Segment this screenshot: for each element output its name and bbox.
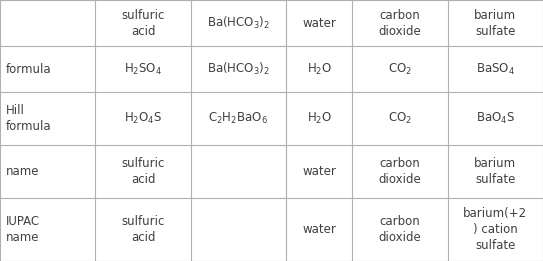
Text: sulfuric
acid: sulfuric acid <box>121 9 165 38</box>
Text: water: water <box>302 223 336 236</box>
Text: barium(+2
) cation
sulfate: barium(+2 ) cation sulfate <box>463 207 527 252</box>
Text: Ba(HCO$_3$)$_2$: Ba(HCO$_3$)$_2$ <box>207 61 270 78</box>
Text: H$_2$SO$_4$: H$_2$SO$_4$ <box>124 62 162 77</box>
Text: H$_2$O: H$_2$O <box>307 62 332 77</box>
Text: BaSO$_4$: BaSO$_4$ <box>476 62 515 77</box>
Text: C$_2$H$_2$BaO$_6$: C$_2$H$_2$BaO$_6$ <box>209 111 268 127</box>
Text: IUPAC
name: IUPAC name <box>6 215 40 244</box>
Text: name: name <box>6 165 40 179</box>
Text: barium
sulfate: barium sulfate <box>474 9 516 38</box>
Text: carbon
dioxide: carbon dioxide <box>378 157 421 186</box>
Text: sulfuric
acid: sulfuric acid <box>121 157 165 186</box>
Text: H$_2$O: H$_2$O <box>307 111 332 127</box>
Text: sulfuric
acid: sulfuric acid <box>121 215 165 244</box>
Text: CO$_2$: CO$_2$ <box>388 111 412 127</box>
Text: carbon
dioxide: carbon dioxide <box>378 215 421 244</box>
Text: barium
sulfate: barium sulfate <box>474 157 516 186</box>
Text: Hill
formula: Hill formula <box>6 104 52 133</box>
Text: H$_2$O$_4$S: H$_2$O$_4$S <box>124 111 162 127</box>
Text: carbon
dioxide: carbon dioxide <box>378 9 421 38</box>
Text: Ba(HCO$_3$)$_2$: Ba(HCO$_3$)$_2$ <box>207 15 270 31</box>
Text: CO$_2$: CO$_2$ <box>388 62 412 77</box>
Text: water: water <box>302 165 336 179</box>
Text: water: water <box>302 17 336 29</box>
Text: BaO$_4$S: BaO$_4$S <box>476 111 515 127</box>
Text: formula: formula <box>6 63 52 76</box>
